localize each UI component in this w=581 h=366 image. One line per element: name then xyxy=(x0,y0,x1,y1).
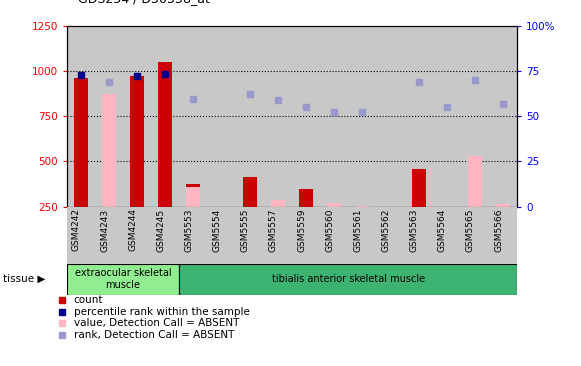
Text: GSM5555: GSM5555 xyxy=(241,209,250,252)
Text: rank, Detection Call = ABSENT: rank, Detection Call = ABSENT xyxy=(74,330,234,340)
Text: GSM5566: GSM5566 xyxy=(494,209,503,252)
Bar xyxy=(348,207,376,264)
Bar xyxy=(489,26,517,207)
Bar xyxy=(67,26,95,207)
Text: value, Detection Call = ABSENT: value, Detection Call = ABSENT xyxy=(74,318,239,328)
Text: GSM4243: GSM4243 xyxy=(100,209,109,251)
Text: GSM5562: GSM5562 xyxy=(382,209,390,252)
Text: extraocular skeletal
muscle: extraocular skeletal muscle xyxy=(75,268,171,290)
Text: GSM5553: GSM5553 xyxy=(184,209,193,252)
Bar xyxy=(461,207,489,264)
Text: GSM5561: GSM5561 xyxy=(353,209,363,252)
Bar xyxy=(404,26,433,207)
Text: count: count xyxy=(74,295,103,305)
Bar xyxy=(404,207,433,264)
Text: GDS254 / D50558_at: GDS254 / D50558_at xyxy=(78,0,210,5)
Bar xyxy=(95,26,123,207)
Bar xyxy=(214,207,229,209)
Text: GSM5563: GSM5563 xyxy=(410,209,418,252)
Bar xyxy=(236,26,264,207)
Text: GSM5565: GSM5565 xyxy=(466,209,475,252)
Bar xyxy=(130,76,144,207)
Bar xyxy=(207,207,236,264)
Text: GSM5557: GSM5557 xyxy=(269,209,278,252)
Text: GSM5564: GSM5564 xyxy=(437,209,447,252)
Bar xyxy=(348,26,376,207)
Bar xyxy=(158,62,173,207)
Bar xyxy=(264,26,292,207)
Bar xyxy=(95,207,123,264)
Bar xyxy=(299,189,313,207)
Bar xyxy=(180,26,207,207)
Bar xyxy=(187,184,200,207)
Bar xyxy=(461,26,489,207)
Bar xyxy=(489,207,517,264)
Bar xyxy=(376,207,404,264)
Text: GSM5560: GSM5560 xyxy=(325,209,334,252)
Bar xyxy=(102,94,116,207)
Bar xyxy=(67,264,180,295)
Bar xyxy=(123,26,151,207)
Bar xyxy=(292,207,320,264)
Bar xyxy=(355,206,370,207)
Bar xyxy=(496,204,510,207)
Bar xyxy=(468,156,482,207)
Bar xyxy=(180,264,517,295)
Bar xyxy=(187,187,200,207)
Bar xyxy=(433,26,461,207)
Bar xyxy=(320,207,348,264)
Bar xyxy=(411,169,426,207)
Bar xyxy=(207,26,236,207)
Bar xyxy=(433,207,461,264)
Bar xyxy=(74,78,88,207)
Text: GSM4245: GSM4245 xyxy=(156,209,166,251)
Text: percentile rank within the sample: percentile rank within the sample xyxy=(74,307,250,317)
Text: GSM5554: GSM5554 xyxy=(213,209,221,252)
Bar xyxy=(327,203,341,207)
Bar xyxy=(320,26,348,207)
Bar xyxy=(151,26,180,207)
Bar xyxy=(376,26,404,207)
Text: GSM4244: GSM4244 xyxy=(128,209,137,251)
Text: tibialis anterior skeletal muscle: tibialis anterior skeletal muscle xyxy=(272,274,425,284)
Bar xyxy=(67,207,95,264)
Bar xyxy=(292,26,320,207)
Bar xyxy=(180,207,207,264)
Text: GSM4242: GSM4242 xyxy=(72,209,81,251)
Bar xyxy=(264,207,292,264)
Bar xyxy=(151,207,180,264)
Text: GSM5559: GSM5559 xyxy=(297,209,306,252)
Text: tissue ▶: tissue ▶ xyxy=(3,274,45,284)
Bar xyxy=(271,201,285,207)
Bar xyxy=(243,177,257,207)
Bar xyxy=(236,207,264,264)
Bar xyxy=(123,207,151,264)
